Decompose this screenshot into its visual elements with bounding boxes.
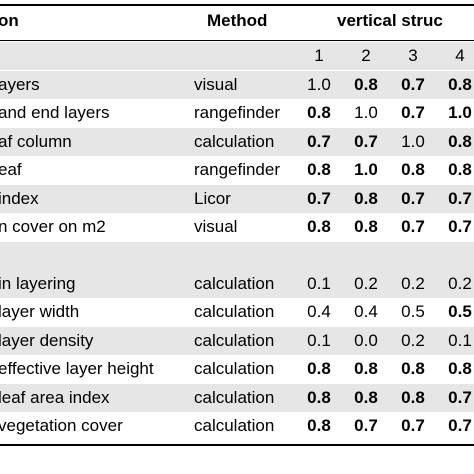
value-cell: 0.7 [354, 132, 378, 151]
value-cell: 0.8 [401, 160, 425, 179]
row-label: n cover on m2 [0, 217, 106, 236]
value-cell: 0.8 [448, 132, 472, 151]
value-cell: 0.7 [401, 75, 425, 94]
column-header-method: Method [207, 11, 268, 30]
value-cell: 0.7 [448, 388, 472, 407]
value-cell: 0.2 [354, 274, 378, 293]
value-cell: 0.7 [401, 103, 425, 122]
value-cell: 0.8 [354, 388, 378, 407]
row-band-9 [0, 327, 474, 355]
value-cell: 0.4 [307, 302, 331, 321]
section-band [0, 242, 474, 270]
row-method: calculation [194, 416, 275, 435]
row-label: vegetation cover [0, 416, 123, 435]
row-band-1 [0, 71, 474, 99]
row-method: visual [194, 217, 238, 236]
row-method: calculation [194, 274, 275, 293]
column-header-vertical-structure: vertical struc [337, 11, 443, 30]
value-cell: 0.2 [448, 274, 472, 293]
value-cell: 0.7 [307, 189, 331, 208]
row-band-11 [0, 384, 474, 412]
column-number-2: 2 [361, 46, 371, 65]
value-cell: 1.0 [307, 75, 331, 94]
row-method: Licor [194, 189, 231, 208]
row-method: calculation [194, 359, 275, 378]
value-cell: 0.7 [448, 217, 472, 236]
value-cell: 0.8 [354, 75, 378, 94]
row-label: index [0, 189, 39, 208]
value-cell: 1.0 [401, 132, 425, 151]
header-rule [0, 40, 474, 41]
table-top-rule [0, 4, 474, 6]
value-cell: 0.1 [307, 331, 331, 350]
value-cell: 0.8 [401, 359, 425, 378]
value-cell: 0.1 [448, 331, 472, 350]
value-cell: 0.8 [448, 359, 472, 378]
column-number-3: 3 [408, 46, 418, 65]
row-label: in layering [0, 274, 76, 293]
value-cell: 0.8 [354, 189, 378, 208]
row-band-3 [0, 128, 474, 156]
row-label: leaf area index [0, 388, 110, 407]
row-method: rangefinder [194, 160, 281, 179]
row-label: effective layer height [0, 359, 154, 378]
row-band-7 [0, 270, 474, 298]
row-label: layer width [0, 302, 80, 321]
value-cell: 0.2 [401, 274, 425, 293]
row-method: calculation [194, 388, 275, 407]
column-number-1: 1 [314, 46, 324, 65]
table-bottom-rule [0, 444, 474, 446]
value-cell: 0.7 [401, 189, 425, 208]
value-cell: 1.0 [354, 103, 378, 122]
value-cell: 0.0 [354, 331, 378, 350]
row-label: and end layers [0, 103, 110, 122]
row-label: layer density [0, 331, 94, 350]
value-cell: 0.7 [401, 217, 425, 236]
value-cell: 0.8 [448, 160, 472, 179]
value-cell: 0.8 [401, 388, 425, 407]
row-band-5 [0, 185, 474, 213]
row-label: ayers [0, 75, 40, 94]
value-cell: 0.1 [307, 274, 331, 293]
value-cell: 0.8 [307, 359, 331, 378]
row-label: eaf [0, 160, 22, 179]
value-cell: 0.8 [307, 160, 331, 179]
value-cell: 0.8 [307, 217, 331, 236]
row-method: rangefinder [194, 103, 281, 122]
value-cell: 0.2 [401, 331, 425, 350]
row-method: visual [194, 75, 238, 94]
column-number-4: 4 [455, 46, 465, 65]
value-cell: 0.7 [448, 189, 472, 208]
subheader-band [0, 42, 474, 70]
value-cell: 0.7 [307, 132, 331, 151]
row-method: calculation [194, 331, 275, 350]
value-cell: 0.8 [354, 359, 378, 378]
value-cell: 0.7 [401, 416, 425, 435]
value-cell: 0.5 [448, 302, 472, 321]
value-cell: 0.8 [307, 388, 331, 407]
value-cell: 0.8 [448, 75, 472, 94]
value-cell: 0.7 [354, 416, 378, 435]
value-cell: 1.0 [448, 103, 472, 122]
row-method: calculation [194, 302, 275, 321]
value-cell: 0.8 [307, 416, 331, 435]
value-cell: 0.8 [354, 217, 378, 236]
value-cell: 1.0 [354, 160, 378, 179]
value-cell: 0.7 [448, 416, 472, 435]
column-header-parameter: on [0, 11, 19, 30]
value-cell: 0.5 [401, 302, 425, 321]
row-method: calculation [194, 132, 275, 151]
value-cell: 0.8 [307, 103, 331, 122]
row-label: af column [0, 132, 72, 151]
value-cell: 0.4 [354, 302, 378, 321]
